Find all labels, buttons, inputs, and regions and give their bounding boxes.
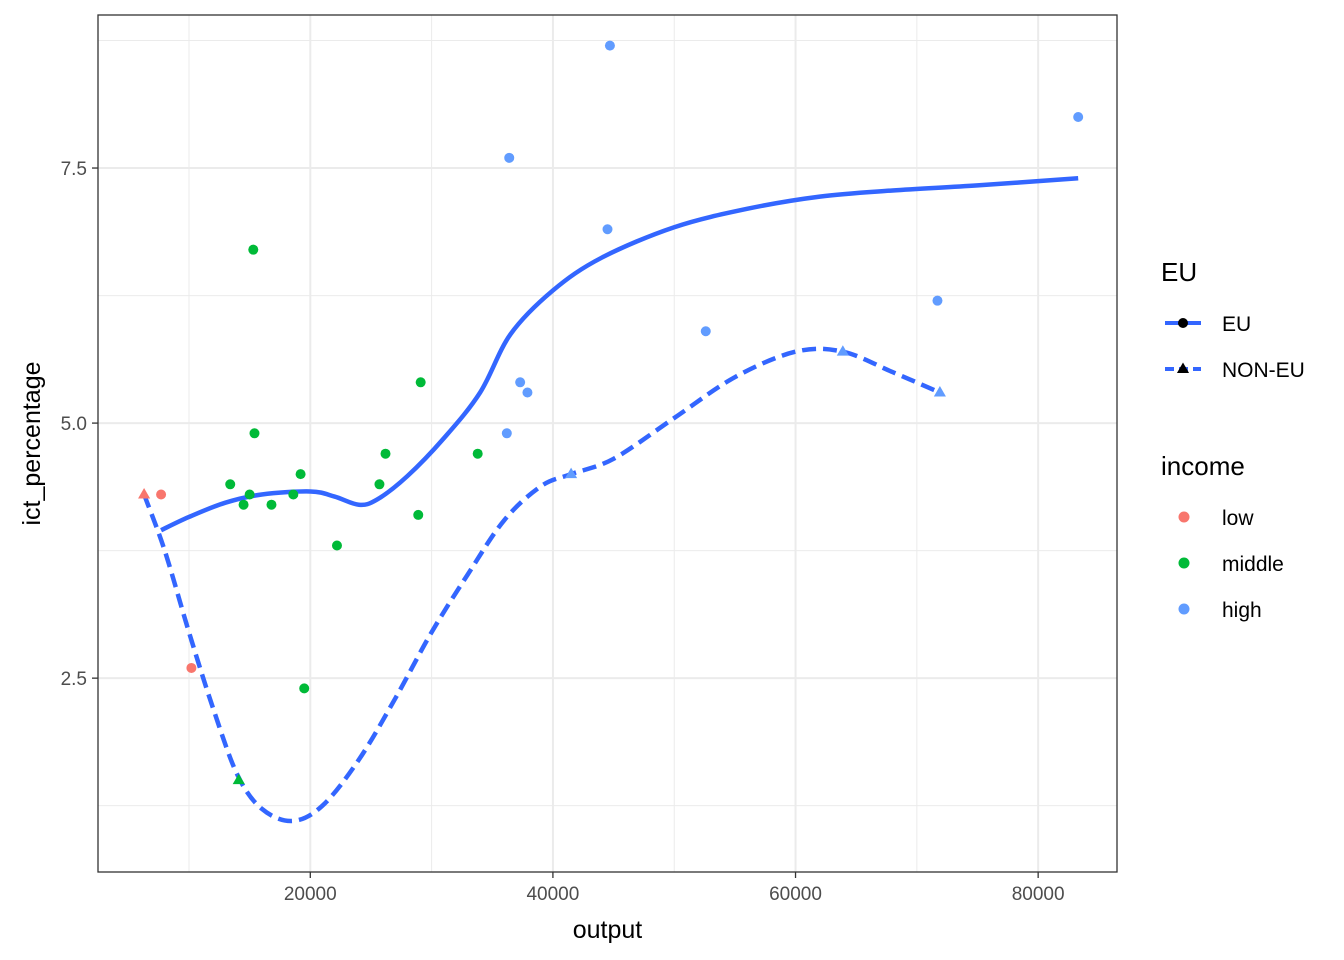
data-point-eu-high — [700, 326, 711, 337]
data-point-eu-middle — [331, 540, 342, 551]
legend-key-circle-icon — [1178, 318, 1188, 328]
data-point-eu-middle — [288, 489, 299, 500]
legend-eu: EU EU NON-EU — [1161, 257, 1305, 382]
data-point-eu-middle — [244, 489, 255, 500]
major-gridlines — [98, 15, 1117, 872]
data-point-eu-middle — [299, 683, 310, 694]
legend-eu-title: EU — [1161, 257, 1197, 287]
data-point-eu-middle — [295, 469, 306, 480]
legend-key-income-middle — [1178, 557, 1190, 569]
data-point-eu-middle — [413, 509, 424, 520]
legend-income-title: income — [1161, 451, 1245, 481]
x-axis-title: output — [573, 916, 643, 944]
data-point-noneu-high — [565, 467, 578, 479]
series-line-non-eu — [141, 346, 941, 824]
data-point-eu-high — [604, 40, 615, 51]
smooth-lines — [141, 175, 1079, 824]
data-point-eu-high — [1073, 112, 1084, 123]
x-tick-label: 80000 — [1012, 884, 1065, 905]
data-point-eu-high — [602, 224, 613, 235]
x-tick-label: 20000 — [284, 884, 337, 905]
data-point-eu-middle — [238, 499, 249, 510]
legend-income-label: high — [1222, 599, 1262, 622]
data-point-noneu-middle — [232, 773, 245, 785]
legend-key-income-low — [1178, 511, 1190, 523]
data-point-eu-middle — [225, 479, 236, 490]
legend-income: income low middle high — [1161, 451, 1284, 622]
legend-eu-label: EU — [1222, 313, 1251, 336]
y-axis-title: ict_percentage — [18, 361, 46, 525]
data-point-eu-middle — [380, 448, 391, 459]
x-axis: 20000 40000 60000 80000 — [284, 872, 1065, 905]
data-point-noneu-low — [138, 488, 151, 499]
y-axis: 2.5 5.0 7.5 — [61, 159, 98, 690]
data-point-eu-middle — [266, 499, 277, 510]
series-line-eu — [160, 175, 1079, 533]
data-point-eu-high — [501, 428, 512, 439]
x-tick-label: 60000 — [769, 884, 822, 905]
y-tick-label: 5.0 — [61, 414, 87, 435]
data-point-noneu-high — [933, 386, 946, 397]
legend-eu-label: NON-EU — [1222, 359, 1305, 382]
data-point-eu-high — [522, 387, 533, 398]
legend-income-label: low — [1222, 507, 1254, 530]
data-point-eu-middle — [249, 428, 260, 439]
data-point-eu-middle — [472, 448, 483, 459]
minor-gridlines — [98, 15, 1117, 872]
x-tick-label: 40000 — [526, 884, 579, 905]
plot-panel-border — [97, 14, 1118, 873]
data-points — [138, 40, 1084, 785]
data-point-eu-middle — [415, 377, 426, 388]
data-point-noneu-high — [836, 345, 849, 356]
data-point-eu-high — [932, 295, 943, 306]
y-tick-label: 2.5 — [61, 669, 87, 690]
data-point-eu-high — [504, 152, 515, 163]
legend-key-triangle-icon — [1176, 362, 1190, 373]
legend-income-label: middle — [1222, 553, 1284, 576]
legend-key-income-high — [1178, 603, 1190, 615]
data-point-eu-middle — [374, 479, 385, 490]
data-point-eu-high — [515, 377, 526, 388]
data-point-eu-low — [156, 489, 167, 500]
data-point-eu-middle — [248, 244, 259, 255]
y-tick-label: 7.5 — [61, 159, 87, 180]
data-point-eu-low — [186, 662, 197, 673]
plot-panel-background — [98, 15, 1117, 872]
